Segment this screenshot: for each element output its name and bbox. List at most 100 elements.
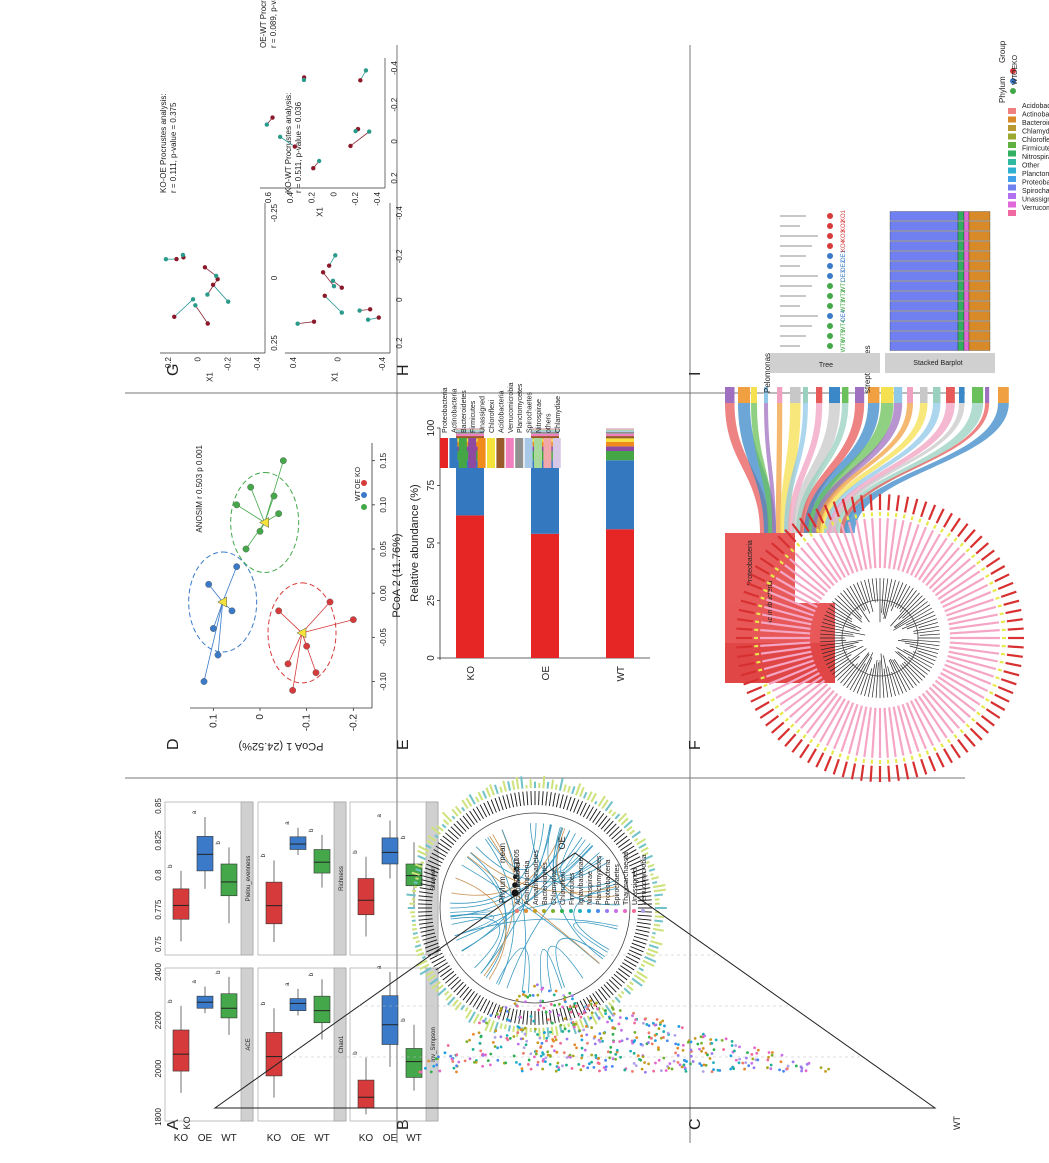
taxon-point	[680, 1026, 684, 1030]
network-edge	[470, 852, 506, 974]
facet-title: Stacked Barplot	[913, 360, 962, 367]
ring-bar	[985, 698, 990, 702]
node-label-tick	[637, 895, 652, 898]
abundance-bar	[614, 996, 621, 1004]
abundance-bar	[597, 1009, 605, 1019]
abundance-bar	[567, 785, 571, 793]
box	[381, 837, 399, 865]
legend-label: Firmicutes	[470, 400, 477, 433]
taxon-point	[577, 1012, 581, 1016]
abundance-bar	[563, 784, 567, 792]
legend-label: Verrucomicrobia	[508, 382, 515, 433]
node-label-tick	[606, 823, 617, 835]
tip-point	[827, 323, 833, 329]
taxon-point	[696, 1042, 700, 1046]
taxon-point	[455, 1053, 459, 1057]
bar-segment	[531, 431, 559, 434]
abundance-bar	[651, 936, 656, 939]
taxon-point	[580, 1034, 584, 1038]
taxon-point	[542, 1006, 546, 1010]
sample-label: OE3	[841, 269, 847, 282]
ring-bar	[802, 537, 807, 542]
taxon-point	[722, 1048, 726, 1051]
ring-bar	[869, 765, 873, 782]
bar-segment	[606, 433, 634, 437]
network-edge	[495, 947, 530, 993]
taxon-point	[568, 1007, 572, 1011]
taxon-point	[667, 1066, 671, 1070]
abundance-bar	[489, 784, 495, 796]
abundance-bar	[645, 860, 650, 864]
facet-title: Shannon	[431, 866, 437, 890]
ring-bar	[965, 723, 970, 728]
tree-branch	[820, 639, 863, 647]
ring-bar	[909, 700, 935, 747]
abundance-bar	[636, 970, 648, 979]
panel-label: G	[165, 364, 182, 376]
taxon-point	[684, 1069, 688, 1073]
abundance-bar	[481, 790, 488, 799]
abundance-bar	[590, 1013, 598, 1025]
bar-segment	[531, 428, 559, 429]
taxon-point	[756, 1048, 760, 1052]
ring-bar	[905, 702, 927, 750]
ring-bar	[771, 721, 785, 734]
node-label-tick	[422, 875, 437, 881]
bar-segment	[531, 428, 559, 430]
ring-bar	[738, 608, 755, 615]
legend-label: Acidobacteria	[515, 862, 522, 905]
tick-label: 0.15	[379, 452, 388, 468]
node-label-tick	[618, 968, 630, 978]
procrustes-point	[202, 265, 208, 270]
taxon-point	[513, 1002, 517, 1006]
taxon-point	[565, 1063, 568, 1067]
network-edge	[487, 823, 545, 870]
taxon-point	[632, 1062, 636, 1065]
bar-segment	[606, 430, 634, 432]
taxon-point	[700, 1064, 703, 1067]
taxon-point	[606, 1020, 609, 1024]
node-label-tick	[490, 799, 497, 813]
taxon-point	[559, 1041, 562, 1045]
ring-bar	[832, 501, 840, 518]
ring-bar	[1000, 590, 1017, 598]
taxon-point	[494, 1029, 498, 1032]
ring-bar	[997, 604, 1002, 608]
axis-label: Relative abundance (%)	[409, 484, 421, 601]
taxon-point	[612, 1040, 615, 1044]
bar-segment	[957, 301, 965, 311]
network-edge	[467, 856, 600, 964]
legend-label: Proteobacteria	[1022, 180, 1049, 187]
tree-branch	[832, 648, 867, 675]
sig-letter: b	[353, 850, 359, 854]
sig-letter: a	[192, 980, 198, 984]
tick-label: 0	[426, 655, 437, 661]
taxon-point	[676, 1053, 680, 1057]
ring-bar	[1000, 678, 1017, 686]
ring-bar	[1006, 618, 1023, 623]
ring-bar	[1007, 645, 1024, 649]
legend-swatch	[560, 909, 564, 913]
tip-point	[827, 283, 833, 289]
taxon-point	[700, 1049, 703, 1053]
ring-bar	[957, 738, 969, 753]
bar-segment	[963, 301, 970, 311]
ring-bar	[932, 746, 937, 752]
sig-letter: b	[401, 835, 407, 839]
node-label-tick	[418, 899, 433, 902]
network-edge	[451, 887, 618, 925]
ring-bar	[743, 678, 760, 686]
tree-branch	[901, 639, 940, 643]
tree-branch	[860, 674, 868, 695]
taxon-point	[552, 993, 556, 997]
ring-bar	[760, 646, 811, 655]
node-label-tick	[419, 921, 434, 925]
legend-label: Other	[1022, 163, 1040, 170]
ring-bar	[949, 641, 1000, 647]
taxon-point	[519, 1037, 523, 1041]
ring-bar	[779, 570, 823, 601]
sample-label: KO2	[841, 219, 847, 232]
abundance-bar	[417, 854, 426, 861]
ternary-axis-label: KO	[182, 1116, 192, 1129]
taxon-point	[586, 1041, 589, 1045]
